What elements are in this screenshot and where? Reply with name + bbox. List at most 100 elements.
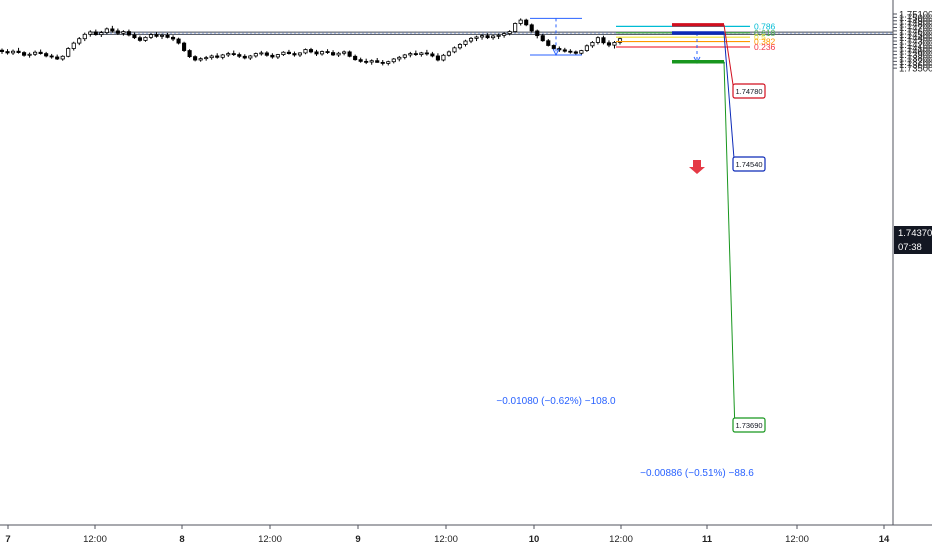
price-badge-group[interactable]: 1.74780 [672,23,766,99]
candle [502,32,507,38]
down-arrow-icon[interactable] [689,160,705,174]
measure-label: −0.01080 (−0.62%) −108.0 [496,396,616,407]
price-tick-label: 1.73600 [899,60,932,71]
candle [540,33,545,42]
candle [253,52,258,58]
time-tick-label: 10 [529,534,540,545]
price-tick-label: 1.74100 [899,43,932,54]
candle-body-up [259,52,264,55]
candle [5,49,10,55]
candle-body-up [479,35,485,38]
price-tick-label: 1.75000 [899,13,932,24]
candle [198,57,203,62]
candle [364,58,369,65]
candle-body-down [264,52,269,56]
candle [468,37,474,44]
price-badge-group[interactable]: 1.73690 [672,59,766,433]
candle [441,53,446,62]
candle [209,54,214,60]
price-tick-label: 1.74600 [899,26,932,37]
candle-body-up [369,60,374,63]
candle [562,47,567,53]
time-tick-label: 12:00 [83,534,107,545]
candle-body-down [137,37,143,41]
candle [391,57,396,64]
candle [413,50,418,56]
candle [264,51,269,57]
candle [27,52,32,58]
candle-body-down [126,31,131,36]
candle-body-up [297,52,303,56]
measure-tool[interactable]: −0.01080 (−0.62%) −108.0 [496,17,616,407]
candle-body-down [430,53,435,57]
candle [259,50,264,56]
horizontal-lines[interactable] [90,31,893,35]
candle [237,52,242,58]
fib-level-label: 0.5 [754,32,766,42]
candle-body-up [342,51,347,54]
price-axis-background[interactable] [893,0,932,525]
candle-body-up [27,53,32,56]
candle-body-down [435,55,440,61]
candle-body-down [424,52,429,55]
candle [336,51,341,57]
candle-body-down [353,55,358,61]
price-badge-box [732,156,766,172]
candle-body-up [226,53,231,56]
candle [369,59,374,65]
candle-body-down [380,61,385,64]
candle [231,50,236,56]
candle-body-up [612,42,617,46]
candle [292,51,297,57]
candle-body-down [551,45,556,49]
candle [115,28,120,35]
candle [104,27,109,35]
candle [375,57,380,63]
candle-body-down [375,60,380,63]
time-axis-background[interactable] [0,525,932,550]
candle [606,40,612,48]
candle [479,34,485,40]
candle-body-up [402,54,407,58]
candle-body-up [507,31,512,35]
candle-body-up [474,36,479,39]
candle-body-down [331,52,336,56]
candle [77,37,82,46]
price-badge-group[interactable]: 1.74540 [672,31,766,172]
candle-body-down [242,55,247,59]
candle-body-up [148,34,154,38]
fib-level-label: 0.382 [754,37,776,47]
price-tick-label: 1.74000 [899,47,932,58]
candle-body-down [237,54,242,57]
candle [110,25,115,33]
candle [16,47,21,54]
candle-body-down [115,30,120,34]
candle [176,37,181,45]
candle-body-down [182,42,187,51]
candle-body-up [441,54,446,61]
candle [303,48,308,55]
price-badges[interactable]: 1.74780 1.74540 1.73690 [672,23,766,433]
candle-body-down [347,51,352,57]
price-tick-label: 1.74800 [899,20,932,31]
candle-body-down [132,34,137,39]
candle-body-up [457,44,463,49]
candle-body-up [275,54,280,58]
candlestick-series [0,18,623,66]
candle-body-down [176,38,181,44]
candle [551,44,556,50]
candle-body-down [110,28,115,32]
candle-body-up [468,37,474,42]
candle-body-down [0,49,5,52]
candle [286,49,291,55]
candle [60,55,65,61]
candle-body-up [121,31,126,34]
price-badge-connector [723,32,736,172]
time-tick-label: 12:00 [785,534,809,545]
candle-body-up [159,34,165,37]
candle [590,41,595,48]
candle [424,49,429,56]
price-badge-box [732,83,766,99]
candle-body-up [248,55,253,59]
